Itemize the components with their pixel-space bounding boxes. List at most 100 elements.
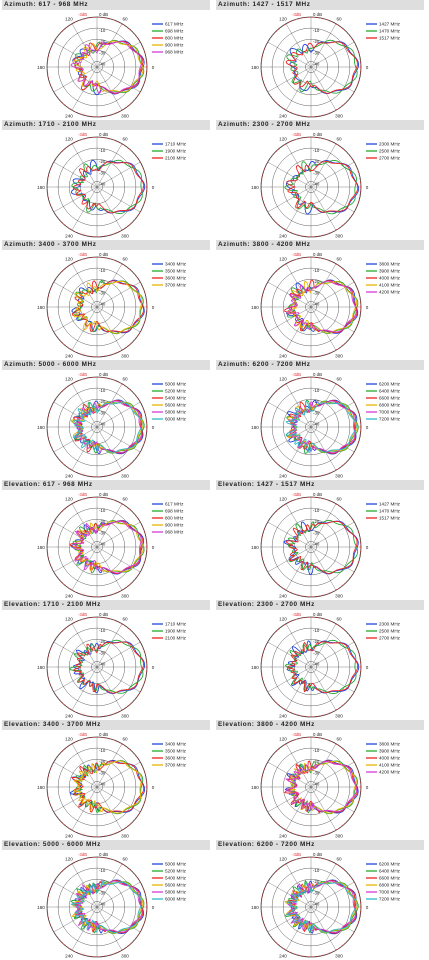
grid-spoke — [96, 23, 123, 68]
angle-tick-label: 60 — [122, 856, 128, 861]
grid-spoke — [285, 743, 312, 788]
grid-spoke — [96, 66, 123, 111]
grid-spoke — [310, 906, 337, 951]
legend-entry: 5400 MHz — [165, 876, 187, 881]
series-trace — [286, 882, 357, 933]
polar-plot: 0 60 120 180 240 300 0 dB -10 -20 -30 -40 -3dB 3400 … — [37, 732, 187, 838]
ring-tick-label: -40 — [99, 61, 106, 66]
legend-entry: 3500 MHz — [165, 269, 187, 274]
angle-tick-label: 240 — [279, 233, 287, 238]
chart-title: Azimuth: 3800 - 4200 MHz — [216, 240, 424, 250]
grid-spoke — [96, 666, 123, 711]
chart-title: Azimuth: 5000 - 6000 MHz — [2, 360, 210, 370]
angle-tick-label: 240 — [65, 833, 73, 838]
series-trace — [285, 400, 357, 453]
polar-plot: 0 60 120 180 240 300 0 dB -10 -20 -30 -40 -3dB 1710 … — [37, 132, 187, 238]
angle-tick-label: 120 — [279, 16, 287, 21]
angle-tick-label: 180 — [37, 545, 45, 550]
series-trace — [286, 641, 359, 694]
grid-spoke — [267, 666, 312, 693]
chart-title: Elevation: 3800 - 4200 MHz — [216, 720, 424, 730]
grid-spoke — [267, 161, 312, 188]
angle-tick-label: 180 — [37, 425, 45, 430]
polar-plot: 0 60 120 180 240 300 0 dB -10 -20 -30 -40 -3dB 1710 … — [37, 612, 187, 718]
legend-entry: 6600 MHz — [379, 876, 401, 881]
ring-tick-label: -20 — [99, 399, 106, 404]
angle-tick-label: 60 — [122, 616, 128, 621]
angle-tick-label: 0 — [152, 305, 155, 310]
reference-label: -3dB — [292, 372, 301, 377]
grid-spoke — [310, 863, 337, 908]
legend-entry: 3500 MHz — [165, 749, 187, 754]
ring-tick-label: -30 — [313, 290, 320, 295]
angle-tick-label: 60 — [122, 136, 128, 141]
ring-tick-label: -40 — [99, 661, 106, 666]
legend-entry: 1427 MHz — [379, 22, 401, 27]
reference-label: -3dB — [78, 372, 87, 377]
grid-spoke — [310, 186, 337, 231]
angle-tick-label: 0 — [366, 545, 369, 550]
ring-tick-label: -40 — [313, 901, 320, 906]
grid-spoke — [285, 306, 312, 351]
ring-tick-label: -20 — [313, 159, 320, 164]
ring-tick-label: -40 — [99, 301, 106, 306]
angle-tick-label: 240 — [65, 593, 73, 598]
legend-entry: 3600 MHz — [165, 756, 187, 761]
angle-tick-label: 120 — [279, 496, 287, 501]
angle-tick-label: 180 — [251, 185, 259, 190]
ring-tick-label: -20 — [99, 159, 106, 164]
angle-tick-label: 120 — [279, 856, 287, 861]
angle-tick-label: 120 — [279, 376, 287, 381]
legend-entry: 968 MHz — [165, 530, 184, 535]
angle-tick-label: 240 — [279, 833, 287, 838]
angle-tick-label: 0 — [366, 905, 369, 910]
angle-tick-label: 240 — [65, 353, 73, 358]
legend-entry: 3800 MHz — [379, 742, 401, 747]
legend-entry: 2100 MHz — [165, 156, 187, 161]
grid-spoke — [267, 761, 312, 788]
ring-tick-label: -10 — [313, 868, 320, 873]
grid-spoke — [53, 401, 98, 428]
legend-entry: 900 MHz — [165, 43, 184, 48]
polar-plot: 0 60 120 180 240 300 0 dB -10 -20 -30 -40 -3dB 5000 … — [37, 372, 187, 478]
angle-tick-label: 300 — [335, 593, 343, 598]
grid-spoke — [71, 143, 98, 188]
angle-tick-label: 120 — [65, 496, 73, 501]
ring-tick-label: -20 — [99, 639, 106, 644]
grid-spoke — [53, 906, 98, 933]
angle-tick-label: 240 — [279, 593, 287, 598]
grid-spoke — [310, 263, 337, 308]
angle-tick-label: 60 — [122, 256, 128, 261]
legend-entry: 3900 MHz — [379, 749, 401, 754]
angle-tick-label: 120 — [65, 736, 73, 741]
angle-tick-label: 120 — [65, 16, 73, 21]
series-trace — [73, 641, 144, 694]
legend-entry: 900 MHz — [165, 523, 184, 528]
chart-title: Azimuth: 617 - 968 MHz — [2, 0, 210, 10]
grid-spoke — [267, 881, 312, 908]
angle-tick-label: 60 — [122, 736, 128, 741]
angle-tick-label: 240 — [65, 113, 73, 118]
polar-plot: 0 60 120 180 240 300 0 dB -10 -20 -30 -40 -3dB 2300 … — [251, 132, 401, 238]
legend-entry: 3800 MHz — [379, 262, 401, 267]
grid-spoke — [310, 66, 337, 111]
legend-entry: 2100 MHz — [165, 636, 187, 641]
grid-spoke — [267, 186, 312, 213]
chart-title: Azimuth: 1427 - 1517 MHz — [216, 0, 424, 10]
grid-spoke — [267, 641, 312, 668]
legend-entry: 2500 MHz — [379, 149, 401, 154]
angle-tick-label: 180 — [251, 65, 259, 70]
ring-tick-label: -40 — [99, 181, 106, 186]
legend-entry: 1710 MHz — [165, 142, 187, 147]
grid-spoke — [310, 503, 337, 548]
legend-entry: 5600 MHz — [165, 403, 187, 408]
grid-spoke — [267, 306, 312, 333]
chart-title: Elevation: 617 - 968 MHz — [2, 480, 210, 490]
grid-spoke — [285, 623, 312, 668]
angle-tick-label: 180 — [37, 785, 45, 790]
angle-tick-label: 180 — [37, 65, 45, 70]
grid-spoke — [96, 503, 123, 548]
ring-tick-label: -10 — [99, 508, 106, 513]
